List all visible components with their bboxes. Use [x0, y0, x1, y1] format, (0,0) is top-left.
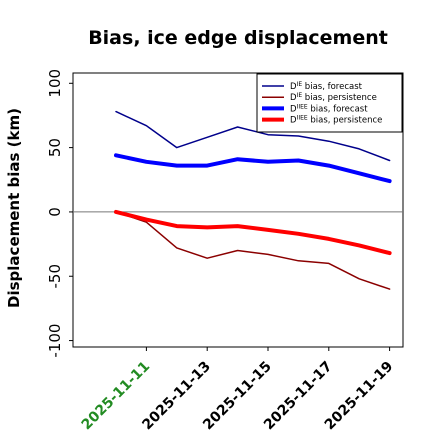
y-tick-label: 100: [46, 69, 64, 98]
y-tick-label: -100: [46, 324, 64, 358]
series-line-2: [114, 153, 392, 184]
series-line-3: [114, 209, 392, 256]
legend-box: [256, 73, 403, 133]
plot-area: [72, 72, 404, 348]
y-tick-label: 50: [46, 138, 64, 157]
legend-label: DIE bias, persistence: [290, 92, 377, 103]
legend-label: DIIEE bias, forecast: [290, 103, 368, 114]
legend-label: DIE bias, forecast: [290, 81, 363, 92]
series-line-1: [115, 211, 391, 290]
legend-label: DIIEE bias, persistence: [290, 115, 382, 126]
y-tick-label: -50: [46, 264, 64, 289]
y-axis-label: Displacement bias (km): [5, 108, 23, 308]
chart-title: Bias, ice edge displacement: [88, 27, 388, 49]
series-line-0: [115, 110, 391, 162]
y-tick-label: 0: [46, 207, 64, 217]
